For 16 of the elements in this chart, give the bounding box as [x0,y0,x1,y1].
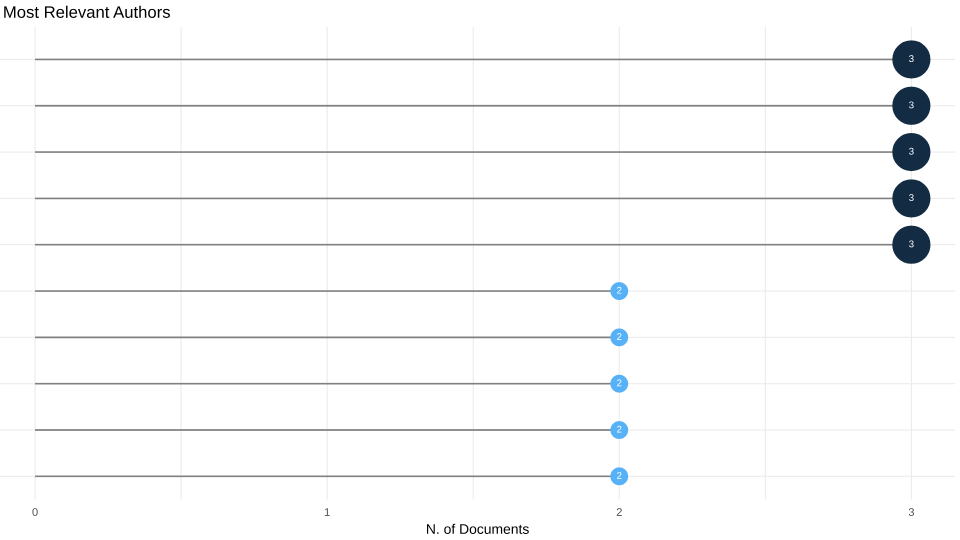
data-label: 3 [909,240,914,248]
data-label: 2 [617,286,622,294]
data-label: 2 [617,379,622,386]
data-label: 3 [909,194,914,202]
data-label: 3 [909,55,914,62]
x-tick-label: 2 [616,508,622,516]
data-label: 2 [617,333,622,340]
data-label: 3 [909,101,914,108]
data-label: 2 [617,472,622,479]
data-label: 3 [909,148,914,155]
x-tick-label: 3 [908,508,914,516]
x-tick-label: 1 [324,508,330,516]
x-axis-title: N. of Documents [427,524,529,534]
data-label: 2 [617,426,622,433]
x-tick-label: 0 [32,508,38,516]
chart-title: Most Relevant Authors [4,6,170,18]
